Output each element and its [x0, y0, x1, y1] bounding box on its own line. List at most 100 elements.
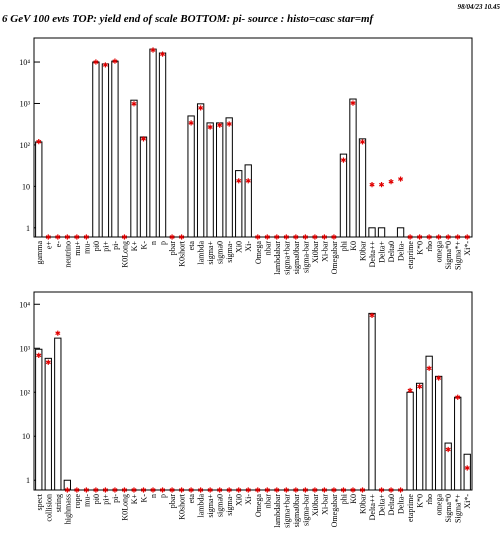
star-marker: [302, 487, 308, 493]
x-tick-label: Sigma*+: [454, 241, 463, 270]
star-marker: [331, 234, 337, 240]
star-marker: [217, 122, 223, 128]
histogram-bar: [225, 117, 233, 238]
star-marker: [340, 487, 347, 493]
x-tick-label: sigma+bar: [282, 494, 291, 528]
star-marker: [302, 234, 308, 240]
x-tick-label: Xi*-: [463, 241, 472, 256]
star-marker: [340, 157, 347, 163]
histogram-bar: [196, 103, 205, 238]
x-tick-label: Sigma*+: [454, 494, 463, 523]
x-tick-label: pi-: [111, 494, 120, 503]
x-tick-label: Delta++: [368, 494, 377, 521]
y-tick-label: 10³: [20, 99, 31, 108]
x-tick-label: spect: [35, 493, 44, 510]
x-tick-label: eta: [187, 494, 196, 504]
timestamp: 98/04/23 10.45: [458, 3, 501, 11]
x-tick-label: mu-: [82, 241, 91, 254]
y-tick-label: 10²: [20, 141, 31, 150]
histogram-bar: [358, 138, 367, 238]
histogram-bar: [187, 115, 195, 238]
star-marker: [455, 394, 461, 400]
x-tick-label: Omega: [254, 241, 263, 265]
x-tick-label: rho: [425, 494, 434, 505]
y-tick-label: 10⁴: [19, 58, 30, 67]
histogram-bar: [111, 60, 119, 238]
x-tick-label: pbar: [168, 241, 177, 256]
star-marker: [93, 59, 99, 65]
x-tick-label: eta: [187, 241, 196, 251]
x-tick-label: pi0: [92, 241, 101, 251]
x-tick-label: lambdabar: [273, 241, 282, 275]
x-tick-label: Delta0: [387, 494, 396, 515]
histogram-bar: [339, 153, 348, 238]
star-marker: [236, 487, 242, 493]
histogram-bar: [158, 52, 167, 238]
star-marker: [359, 487, 366, 493]
star-marker: [321, 234, 327, 240]
x-tick-label: Omegabar: [330, 494, 339, 528]
star-marker: [388, 179, 394, 185]
star-marker: [112, 487, 118, 493]
star-marker: [426, 365, 432, 371]
x-tick-label: omega: [435, 494, 444, 516]
star-marker: [264, 234, 270, 240]
x-tick-label: pbar: [168, 494, 177, 509]
star-marker: [369, 312, 375, 318]
x-tick-label: Xi0bar: [311, 241, 320, 264]
x-tick-label: nbar: [263, 494, 272, 509]
histogram-bar: [54, 337, 62, 491]
y-tick-label: 10⁴: [19, 300, 30, 309]
star-marker: [179, 487, 185, 493]
star-marker: [264, 487, 270, 493]
star-marker: [198, 105, 204, 111]
star-marker: [159, 487, 166, 493]
star-marker: [236, 178, 242, 184]
star-marker: [331, 487, 337, 493]
x-tick-label: sigma0: [216, 494, 225, 517]
x-tick-label: Delta+: [378, 241, 387, 263]
x-tick-label: Xi0: [235, 494, 244, 506]
histogram-bar: [35, 348, 43, 491]
histogram-bar: [92, 61, 100, 238]
histogram-bar: [396, 227, 405, 238]
star-marker: [74, 487, 80, 493]
histogram-bar: [206, 122, 214, 238]
x-tick-label: gamma: [35, 241, 44, 265]
x-tick-label: e+: [44, 241, 53, 250]
x-tick-label: Xi-bar: [320, 241, 329, 262]
star-marker: [150, 487, 156, 493]
star-marker: [64, 487, 70, 493]
x-tick-label: sigma0bar: [292, 241, 301, 275]
histogram-bar: [415, 382, 424, 491]
star-marker: [350, 487, 356, 493]
histogram-bar: [101, 63, 110, 238]
star-marker: [455, 234, 461, 240]
x-tick-label: pi+: [101, 494, 110, 505]
x-tick-label: e-: [54, 241, 63, 248]
y-tick-label: 10: [22, 432, 30, 441]
histogram-bar: [368, 227, 376, 238]
star-marker: [436, 234, 442, 240]
x-tick-label: collision: [44, 494, 53, 522]
x-tick-label: Xi0bar: [311, 494, 320, 517]
x-tick-label: K0Long: [120, 494, 129, 521]
histogram-bar: [149, 48, 157, 238]
histogram-bar: [216, 122, 224, 238]
x-tick-label: lambda: [197, 494, 206, 518]
x-tick-label: Sigma*0: [444, 494, 453, 522]
star-marker: [417, 234, 423, 240]
star-marker: [207, 124, 213, 130]
star-marker: [188, 487, 194, 493]
star-marker: [312, 234, 318, 240]
x-tick-label: sigma0: [216, 241, 225, 264]
histogram-bar: [235, 170, 243, 238]
x-tick-label: neutrino: [63, 241, 72, 268]
x-tick-label: pi-: [111, 241, 120, 250]
histogram-bar: [425, 355, 433, 491]
x-tick-label: string: [54, 494, 63, 512]
x-tick-label: K0: [349, 494, 358, 504]
x-tick-label: sigma0bar: [292, 494, 301, 528]
star-marker: [102, 487, 108, 493]
